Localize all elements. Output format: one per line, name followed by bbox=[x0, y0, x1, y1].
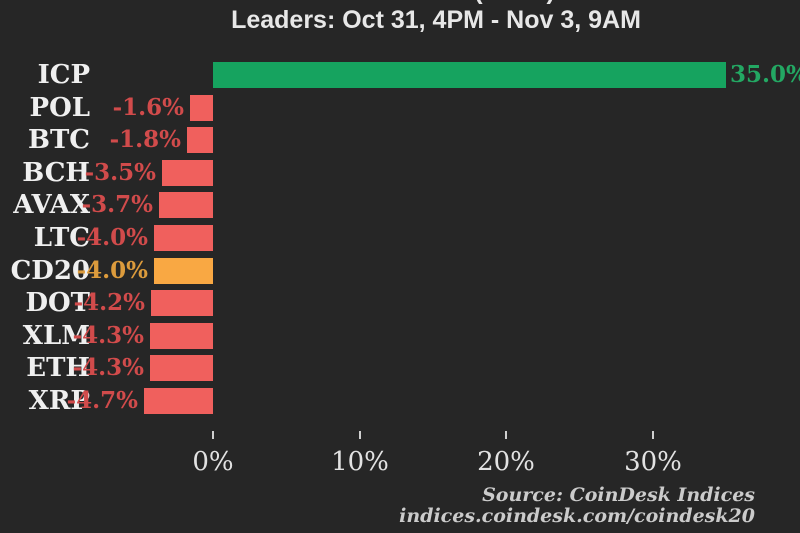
bar-xrp bbox=[144, 388, 213, 414]
x-tick-mark-20 bbox=[505, 431, 507, 439]
bar-btc bbox=[187, 127, 213, 153]
value-label-avax: -3.7% bbox=[81, 191, 153, 218]
bar-pol bbox=[190, 95, 213, 121]
value-label-eth: -4.3% bbox=[72, 354, 144, 381]
bar-dot bbox=[151, 290, 213, 316]
chart-subtitle: Leaders: Oct 31, 4PM - Nov 3, 9AM bbox=[231, 6, 641, 34]
category-label-avax: AVAX bbox=[13, 190, 90, 220]
category-label-btc: BTC bbox=[27, 125, 90, 155]
category-label-dot: DOT bbox=[25, 288, 90, 318]
x-tick-mark-10 bbox=[359, 431, 361, 439]
value-label-ltc: -4.0% bbox=[76, 224, 148, 251]
category-label-xrp: XRP bbox=[28, 386, 90, 416]
category-label-bch: BCH bbox=[22, 158, 90, 188]
category-label-xlm: XLM bbox=[22, 321, 90, 351]
bar-xlm bbox=[150, 323, 213, 349]
category-label-cd20: CD20 bbox=[10, 256, 90, 286]
x-tick-mark-30 bbox=[652, 431, 654, 439]
bar-bch bbox=[162, 160, 213, 186]
bar-ltc bbox=[154, 225, 213, 251]
chart-title: CoinDesk 20 (CD20) bbox=[317, 0, 555, 6]
value-label-pol: -1.6% bbox=[112, 94, 184, 121]
category-label-eth: ETH bbox=[26, 353, 90, 383]
x-tick-mark-0 bbox=[212, 431, 214, 439]
source-line: Source: CoinDesk Indices bbox=[482, 484, 755, 506]
category-label-pol: POL bbox=[29, 93, 90, 123]
category-label-ltc: LTC bbox=[33, 223, 90, 253]
value-label-xlm: -4.3% bbox=[72, 322, 144, 349]
x-tick-label-0: 0% bbox=[192, 447, 234, 477]
value-label-dot: -4.2% bbox=[73, 289, 145, 316]
bar-eth bbox=[150, 355, 213, 381]
value-label-bch: -3.5% bbox=[84, 159, 156, 186]
bar-avax bbox=[159, 192, 213, 218]
source-attribution: Source: CoinDesk Indices indices.coindes… bbox=[399, 485, 755, 527]
source-url: indices.coindesk.com/coindesk20 bbox=[399, 505, 755, 527]
category-label-icp: ICP bbox=[37, 60, 90, 90]
value-label-icp: 35.0% bbox=[730, 61, 800, 88]
bar-icp bbox=[213, 62, 726, 88]
x-tick-label-30: 30% bbox=[624, 447, 682, 477]
x-tick-label-20: 20% bbox=[477, 447, 535, 477]
value-label-xrp: -4.7% bbox=[66, 387, 138, 414]
x-tick-label-10: 10% bbox=[331, 447, 389, 477]
value-label-cd20: -4.0% bbox=[76, 257, 148, 284]
value-label-btc: -1.8% bbox=[109, 126, 181, 153]
bar-cd20 bbox=[154, 258, 213, 284]
